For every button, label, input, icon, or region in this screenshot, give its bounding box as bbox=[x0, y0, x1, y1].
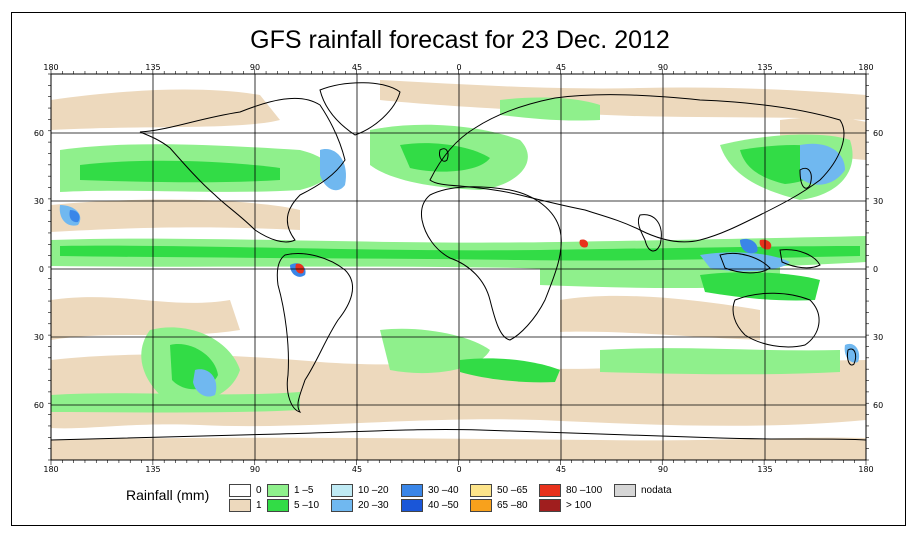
lon-tick-label: 45 bbox=[556, 63, 566, 72]
lon-tick-label: 135 bbox=[145, 63, 160, 72]
lat-tick-label: 30 bbox=[34, 333, 44, 342]
lat-tick-label: 60 bbox=[34, 129, 44, 138]
map-title: GFS rainfall forecast for 23 Dec. 2012 bbox=[250, 26, 670, 54]
graticule bbox=[51, 74, 866, 460]
australia-outline bbox=[732, 292, 820, 348]
lat-tick-label: 60 bbox=[34, 401, 44, 410]
lat-tick-label: 60 bbox=[873, 129, 883, 138]
lat-ticks-left: 60 30 0 30 60 bbox=[34, 129, 44, 410]
lon-tick-label: 180 bbox=[43, 465, 58, 474]
lat-tick-label: 0 bbox=[39, 265, 44, 274]
lon-tick-label: 135 bbox=[757, 465, 772, 474]
lon-tick-label: 0 bbox=[456, 63, 461, 72]
lon-tick-label: 90 bbox=[250, 465, 260, 474]
rainfall-field bbox=[51, 80, 866, 460]
coastlines bbox=[51, 82, 866, 441]
india-outline bbox=[637, 214, 662, 252]
lon-tick-label: 90 bbox=[250, 63, 260, 72]
africa-outline bbox=[421, 186, 562, 341]
lon-tick-label: 180 bbox=[858, 63, 873, 72]
greenland-outline bbox=[319, 82, 401, 136]
lon-tick-label: 135 bbox=[145, 465, 160, 474]
lat-tick-label: 30 bbox=[873, 333, 883, 342]
lat-tick-label: 30 bbox=[34, 197, 44, 206]
indonesia-outline bbox=[719, 253, 771, 274]
lat-tick-label: 60 bbox=[873, 401, 883, 410]
lon-tick-label: 45 bbox=[352, 465, 362, 474]
figure-frame bbox=[11, 12, 906, 526]
lon-tick-label: 0 bbox=[456, 465, 461, 474]
north-america-outline bbox=[139, 97, 346, 243]
lat-ticks-right: 60 30 0 30 60 bbox=[873, 129, 883, 410]
lon-tick-label: 90 bbox=[658, 465, 668, 474]
lon-tick-label: 180 bbox=[858, 465, 873, 474]
lon-tick-label: 135 bbox=[757, 63, 772, 72]
lon-tick-label: 45 bbox=[352, 63, 362, 72]
lat-tick-label: 0 bbox=[873, 265, 878, 274]
lon-tick-label: 45 bbox=[556, 465, 566, 474]
lon-tick-label: 180 bbox=[43, 63, 58, 72]
lon-ticks-top: 180 135 90 45 0 45 90 135 180 bbox=[43, 63, 873, 72]
minor-ticks bbox=[48, 69, 869, 465]
lat-tick-label: 30 bbox=[873, 197, 883, 206]
eurasia-outline bbox=[429, 94, 845, 243]
south-america-outline bbox=[276, 252, 354, 413]
lon-ticks-bottom: 180 135 90 45 0 45 90 135 180 bbox=[43, 465, 873, 474]
lon-tick-label: 90 bbox=[658, 63, 668, 72]
antarctica-outline bbox=[51, 428, 866, 441]
